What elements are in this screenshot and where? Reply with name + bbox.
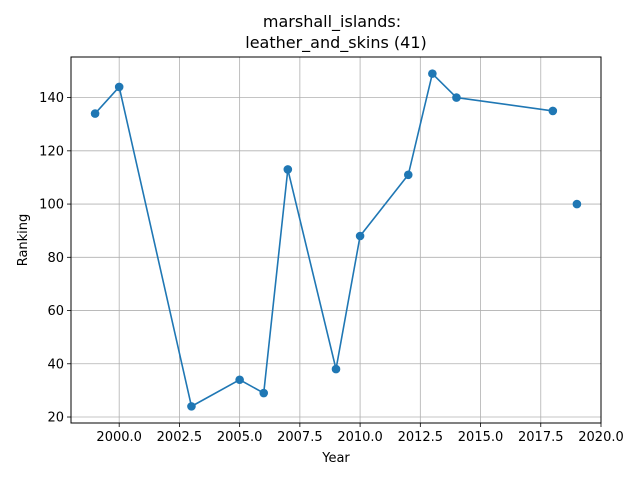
x-tick-label: 2007.5 <box>277 430 323 445</box>
data-point <box>572 199 582 209</box>
chart-title: marshall_islands: leather_and_skins (41) <box>245 12 426 53</box>
data-point <box>283 165 293 174</box>
y-tick-label: 60 <box>47 304 64 319</box>
data-point <box>90 109 100 118</box>
data-series <box>90 69 582 411</box>
y-tick-label: 140 <box>39 91 64 106</box>
y-tick-label: 100 <box>39 198 64 213</box>
chart-title-line2: leather_and_skins (41) <box>245 33 426 53</box>
data-point <box>331 364 341 374</box>
x-tick-label: 2012.5 <box>398 430 444 445</box>
y-tick-label: 20 <box>47 411 64 426</box>
plot-frame <box>70 56 602 424</box>
x-tick-label: 2005.0 <box>217 430 263 445</box>
x-tick-label: 2000.0 <box>96 430 142 445</box>
y-axis-label: Ranking <box>16 214 31 267</box>
x-tick-label: 2017.5 <box>518 430 564 445</box>
data-point <box>355 231 365 241</box>
chart-title-line1: marshall_islands: <box>263 12 401 32</box>
data-point <box>428 69 437 78</box>
data-point <box>235 375 244 385</box>
data-point <box>259 388 269 398</box>
x-axis-label: Year <box>321 451 350 466</box>
x-tick-label: 2002.5 <box>157 430 203 445</box>
y-axis-ticks: 20 40 60 80 100 120 140 <box>39 91 71 426</box>
data-point <box>403 170 413 180</box>
data-point <box>187 402 196 411</box>
x-tick-label: 2015.0 <box>458 430 504 445</box>
data-point <box>452 93 461 102</box>
y-tick-label: 80 <box>47 251 64 266</box>
y-tick-label: 120 <box>39 144 64 159</box>
data-point <box>548 106 558 116</box>
data-point <box>114 82 124 92</box>
x-tick-label: 2010.0 <box>337 430 383 445</box>
x-tick-label: 2020.0 <box>578 430 624 445</box>
series-line <box>94 72 553 408</box>
x-axis-ticks: 2000.0 2002.5 2005.0 2007.5 2010.0 2012.5 2015… <box>96 423 624 445</box>
y-tick-label: 40 <box>47 357 64 372</box>
